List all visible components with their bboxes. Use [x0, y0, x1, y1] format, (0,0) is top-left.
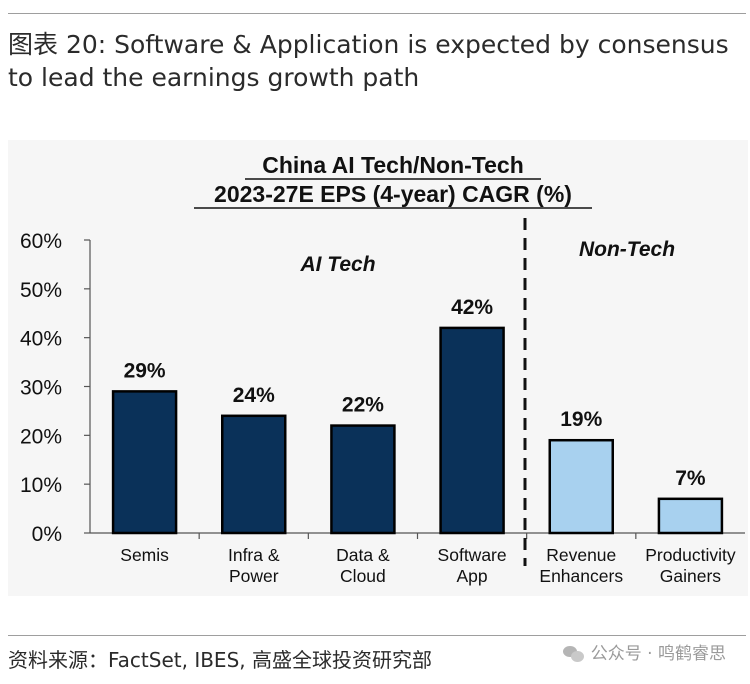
- figure-caption: 图表 20: Software & Application is expecte…: [8, 30, 729, 92]
- x-tick-label: Productivity: [645, 545, 736, 565]
- top-rule: [8, 13, 746, 14]
- data-label: 22%: [342, 394, 384, 417]
- bar: [221, 414, 287, 535]
- data-label: 19%: [560, 408, 602, 431]
- bar: [111, 390, 178, 535]
- bar: [548, 438, 614, 535]
- y-tick-label: 30%: [20, 377, 62, 400]
- x-tick-label: Gainers: [660, 566, 722, 586]
- x-tick-label: Data &: [336, 545, 390, 565]
- data-label: 24%: [233, 384, 275, 407]
- x-tick-label: Semis: [120, 545, 169, 565]
- x-tick-label: Software: [438, 545, 507, 565]
- bar: [330, 424, 396, 535]
- y-tick-label: 50%: [20, 279, 62, 302]
- group-label-non-tech: Non-Tech: [579, 238, 675, 261]
- x-tick-label: Revenue: [546, 545, 616, 565]
- y-tick-label: 20%: [20, 425, 62, 448]
- group-label-ai-tech: AI Tech: [299, 253, 375, 276]
- watermark: 公众号 · 鸣鹤睿思: [562, 642, 726, 666]
- data-label: 29%: [124, 359, 166, 382]
- watermark-text: 公众号 · 鸣鹤睿思: [590, 644, 726, 664]
- bar: [439, 326, 505, 535]
- data-label: 7%: [675, 467, 706, 490]
- x-tick-label: Cloud: [340, 566, 386, 586]
- x-tick-label: App: [457, 566, 488, 586]
- y-tick-label: 40%: [20, 328, 62, 351]
- y-tick-label: 10%: [20, 474, 62, 497]
- bottom-rule: [8, 635, 746, 636]
- source-note: 资料来源：FactSet, IBES, 高盛全球投资研究部: [8, 648, 432, 672]
- data-label: 42%: [451, 296, 493, 319]
- y-tick-label: 60%: [20, 230, 62, 253]
- x-tick-label: Power: [229, 566, 279, 586]
- bar: [657, 497, 724, 535]
- chart-title: China AI Tech/Non-Tech: [262, 152, 524, 178]
- x-tick-label: Infra &: [228, 545, 280, 565]
- chart-subtitle: 2023-27E EPS (4-year) CAGR (%): [214, 181, 572, 207]
- y-tick-label: 0%: [32, 523, 62, 546]
- wechat-icon: [562, 645, 585, 663]
- x-tick-label: Enhancers: [539, 566, 623, 586]
